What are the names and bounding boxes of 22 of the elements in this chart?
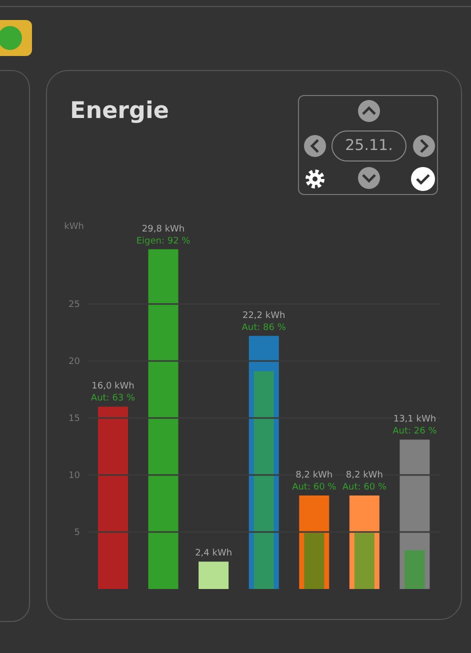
date-control: 25.11. bbox=[298, 95, 438, 195]
data-label: 16,0 kWh Aut: 63 % bbox=[90, 382, 136, 404]
bar bbox=[148, 249, 178, 589]
y-tick-label: 15 bbox=[68, 414, 80, 424]
bar bbox=[198, 562, 229, 589]
y-axis-title: kWh bbox=[64, 222, 84, 232]
data-label: 13,1 kWh Aut: 26 % bbox=[392, 414, 438, 437]
bar bbox=[354, 533, 374, 589]
bar bbox=[254, 371, 274, 589]
bar bbox=[404, 550, 425, 589]
data-label: 29,8 kWh Eigen: 92 % bbox=[136, 224, 191, 246]
y-tick-label: 25 bbox=[68, 300, 80, 310]
data-label: 8,2 kWh Aut: 60 % bbox=[342, 470, 387, 493]
y-tick-label: 5 bbox=[74, 528, 80, 538]
data-label: 8,2 kWh Aut: 60 % bbox=[292, 470, 337, 493]
data-label: 22,2 kWh Aut: 86 % bbox=[242, 310, 286, 333]
y-tick-label: 20 bbox=[68, 357, 80, 368]
bar bbox=[304, 533, 324, 589]
data-label: 2,4 kWh bbox=[195, 548, 232, 559]
bar bbox=[98, 406, 128, 589]
chart-title: Energie bbox=[70, 98, 169, 124]
y-tick-label: 10 bbox=[68, 471, 80, 482]
